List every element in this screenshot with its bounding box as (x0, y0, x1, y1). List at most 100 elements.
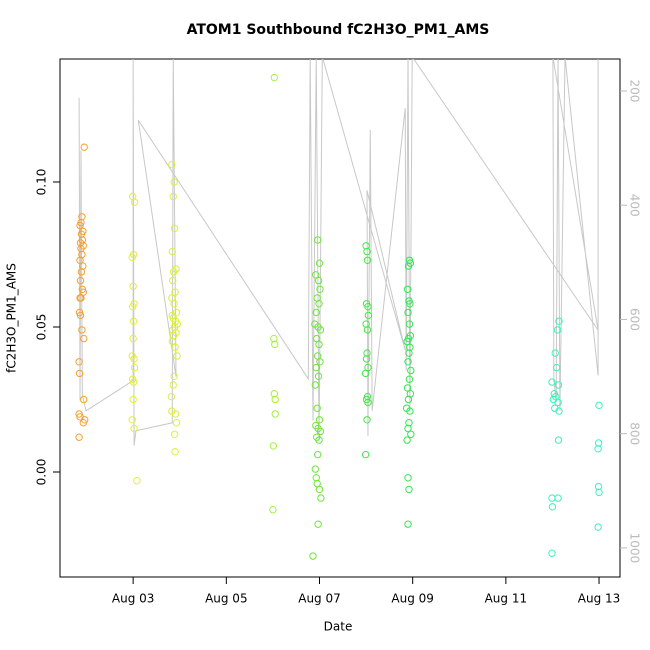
y-tick-label: 0.10 (35, 169, 49, 196)
point (362, 242, 370, 250)
point (130, 363, 139, 372)
point (78, 213, 86, 221)
point (363, 326, 372, 334)
point (315, 485, 324, 494)
point (406, 300, 414, 308)
point (548, 503, 557, 511)
point (364, 302, 372, 311)
point (80, 334, 88, 343)
point (76, 311, 85, 320)
point (312, 308, 320, 317)
point (173, 352, 181, 360)
plot-area (75, 59, 603, 560)
point (129, 378, 138, 386)
point (313, 404, 321, 412)
point (317, 494, 325, 502)
point (128, 416, 136, 424)
x-tick-label: Aug 11 (485, 592, 528, 606)
point (79, 419, 87, 427)
point (271, 410, 279, 418)
point (595, 488, 603, 497)
point (315, 300, 323, 308)
point (405, 419, 413, 427)
point (130, 355, 138, 363)
y-tick-label: 0.05 (35, 314, 49, 341)
point (314, 276, 323, 285)
point (271, 395, 279, 404)
point (316, 427, 325, 436)
point (363, 256, 372, 264)
point (128, 253, 136, 262)
point (594, 523, 602, 531)
point (315, 259, 324, 267)
point (548, 378, 556, 386)
point (403, 384, 412, 392)
point (314, 520, 322, 528)
point (129, 334, 137, 343)
point (405, 349, 413, 357)
point (80, 395, 88, 404)
plot-box (59, 58, 621, 578)
point (403, 436, 411, 444)
point (270, 389, 279, 398)
point (555, 317, 563, 325)
point (553, 326, 562, 334)
point (312, 474, 320, 482)
point (171, 288, 179, 296)
point (404, 520, 412, 528)
line (78, 59, 599, 446)
point (311, 381, 320, 389)
point (551, 349, 559, 357)
y-tick-label: 0.00 (35, 459, 49, 486)
point (269, 442, 278, 450)
point (133, 477, 141, 485)
point (363, 247, 371, 256)
point (168, 160, 176, 169)
point (406, 407, 414, 415)
point (316, 326, 325, 334)
point (404, 308, 412, 317)
point (171, 410, 180, 418)
point (404, 474, 412, 482)
point (170, 430, 179, 439)
point (404, 395, 413, 404)
point (76, 221, 84, 230)
point (77, 230, 86, 238)
point (270, 73, 279, 82)
x-tick-label: Aug 05 (205, 592, 248, 606)
point (167, 392, 176, 401)
point (313, 450, 322, 459)
point (129, 282, 137, 291)
point (169, 268, 178, 276)
point (361, 369, 370, 378)
point (169, 276, 177, 285)
point (170, 178, 178, 186)
x-tick-label: Aug 13 (578, 592, 621, 606)
point (315, 416, 324, 424)
point (552, 363, 561, 372)
point (594, 445, 602, 453)
point (312, 363, 320, 372)
point (554, 381, 563, 389)
point (169, 192, 177, 201)
point (595, 401, 603, 410)
point (170, 224, 179, 233)
point (170, 372, 178, 380)
point (76, 256, 84, 264)
x-axis-label: Date (324, 620, 353, 634)
point (594, 482, 603, 491)
point (362, 355, 371, 363)
point (75, 433, 83, 441)
point (405, 320, 414, 328)
point (78, 326, 86, 334)
y2-tick-label: 200 (628, 80, 642, 103)
chart-title: ATOM1 Southbound fC2H3O_PM1_AMS (187, 22, 490, 38)
point (407, 366, 415, 375)
point (169, 381, 177, 389)
point (316, 285, 324, 293)
point (404, 358, 412, 366)
point (361, 450, 370, 459)
point (168, 337, 176, 346)
